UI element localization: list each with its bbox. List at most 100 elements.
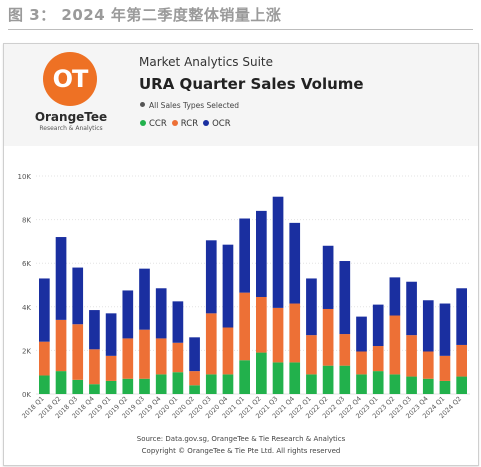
bar-rcr xyxy=(55,319,67,372)
bar-rcr xyxy=(322,308,334,366)
figure-caption: 图 3： 2024 年第二季度整体销量上涨 xyxy=(8,6,282,24)
bar-ocr xyxy=(222,244,234,328)
bar-ccr xyxy=(122,378,134,394)
bar-ccr xyxy=(205,374,217,394)
brand-subtitle: Research & Analytics xyxy=(39,125,103,132)
bar-rcr xyxy=(39,341,50,376)
bar-rcr xyxy=(122,338,134,379)
filter-dot-icon xyxy=(140,102,145,107)
bar-ccr xyxy=(189,385,200,394)
report-title: URA Quarter Sales Volume xyxy=(139,75,364,93)
bar-ccr xyxy=(72,379,84,394)
bar-ocr xyxy=(105,313,117,356)
bar-ocr xyxy=(72,267,84,325)
bar-rcr xyxy=(439,355,451,381)
legend-label: OCR xyxy=(212,119,231,129)
bar-ccr xyxy=(439,380,451,394)
bar-ccr xyxy=(422,378,434,394)
bar-ocr xyxy=(456,288,467,345)
y-tick-label: 0K xyxy=(22,391,31,399)
bar-ocr xyxy=(389,277,401,316)
y-tick-label: 4K xyxy=(22,304,31,312)
bar-ccr xyxy=(222,374,234,394)
bar-rcr xyxy=(105,355,117,381)
bar-rcr xyxy=(406,335,417,377)
bar-ccr xyxy=(389,374,401,394)
bar-ccr xyxy=(89,384,100,394)
bar-ocr xyxy=(439,303,451,356)
legend-item-ocr[interactable]: OCR xyxy=(203,119,231,129)
bar-rcr xyxy=(239,292,250,361)
legend-item-ccr[interactable]: CCR xyxy=(140,119,167,129)
bar-rcr xyxy=(205,313,217,375)
bar-rcr xyxy=(422,351,434,379)
suite-name: Market Analytics Suite xyxy=(139,55,274,69)
bar-ocr xyxy=(122,290,134,339)
bar-ccr xyxy=(239,360,250,394)
bar-rcr xyxy=(222,327,234,375)
bar-ocr xyxy=(406,281,417,336)
bar-ccr xyxy=(339,365,351,394)
bar-ccr xyxy=(55,371,67,394)
bar-ocr xyxy=(155,288,167,339)
copyright-note: Copyright © OrangeTee & Tie Pte Ltd. All… xyxy=(141,447,341,455)
bar-ccr xyxy=(322,365,334,394)
bar-rcr xyxy=(155,338,167,375)
bar-rcr xyxy=(339,334,351,366)
legend-label: RCR xyxy=(180,119,199,129)
bar-ccr xyxy=(306,374,317,394)
bar-ocr xyxy=(272,196,284,308)
source-note: Source: Data.gov.sg, OrangeTee & Tie Res… xyxy=(136,435,346,443)
bar-rcr xyxy=(306,335,317,375)
bar-ccr xyxy=(456,376,467,394)
y-tick-label: 10K xyxy=(18,173,32,181)
filter-label: All Sales Types Selected xyxy=(149,101,240,110)
bar-rcr xyxy=(189,371,200,386)
caption-divider xyxy=(8,29,473,30)
bar-ccr xyxy=(406,376,417,394)
bar-ocr xyxy=(356,316,367,352)
legend-item-rcr[interactable]: RCR xyxy=(171,119,199,129)
legend-swatch-ccr xyxy=(140,120,146,126)
bar-ocr xyxy=(189,337,200,372)
bar-rcr xyxy=(89,349,100,385)
bar-ocr xyxy=(139,268,150,330)
bar-ocr xyxy=(306,278,317,336)
bar-ccr xyxy=(155,374,167,394)
bar-ocr xyxy=(256,210,267,297)
legend-swatch-rcr xyxy=(171,120,178,126)
bar-rcr xyxy=(272,307,284,363)
sales-type-filter[interactable]: All Sales Types Selected xyxy=(140,101,239,110)
y-tick-label: 2K xyxy=(22,347,31,355)
report-panel: OT OrangeTee Research & Analytics Market… xyxy=(3,43,479,466)
bar-rcr xyxy=(256,296,267,353)
bar-ocr xyxy=(39,278,50,342)
bar-ocr xyxy=(322,245,334,309)
bar-ccr xyxy=(272,362,284,394)
bar-ccr xyxy=(356,374,367,394)
bar-ocr xyxy=(339,261,351,335)
bar-ocr xyxy=(172,301,184,343)
bar-ccr xyxy=(105,380,117,394)
y-tick-label: 8K xyxy=(22,217,31,225)
brand-name: OrangeTee xyxy=(34,110,108,124)
bar-rcr xyxy=(356,351,367,375)
bar-ocr xyxy=(239,218,250,293)
bar-rcr xyxy=(139,329,150,379)
bar-ccr xyxy=(172,372,184,394)
y-tick-label: 6K xyxy=(22,260,31,268)
bar-rcr xyxy=(172,342,184,373)
bar-ocr xyxy=(89,310,100,350)
bar-ocr xyxy=(422,300,434,352)
orangetee-logo: OT xyxy=(43,52,97,106)
report-header: OT OrangeTee Research & Analytics Market… xyxy=(4,44,478,146)
bar-rcr xyxy=(289,303,301,363)
bar-ocr xyxy=(289,222,301,304)
bar-ccr xyxy=(289,362,301,394)
bar-rcr xyxy=(456,344,467,377)
bar-ocr xyxy=(372,304,384,347)
bar-ocr xyxy=(55,237,67,320)
bar-rcr xyxy=(72,324,84,380)
